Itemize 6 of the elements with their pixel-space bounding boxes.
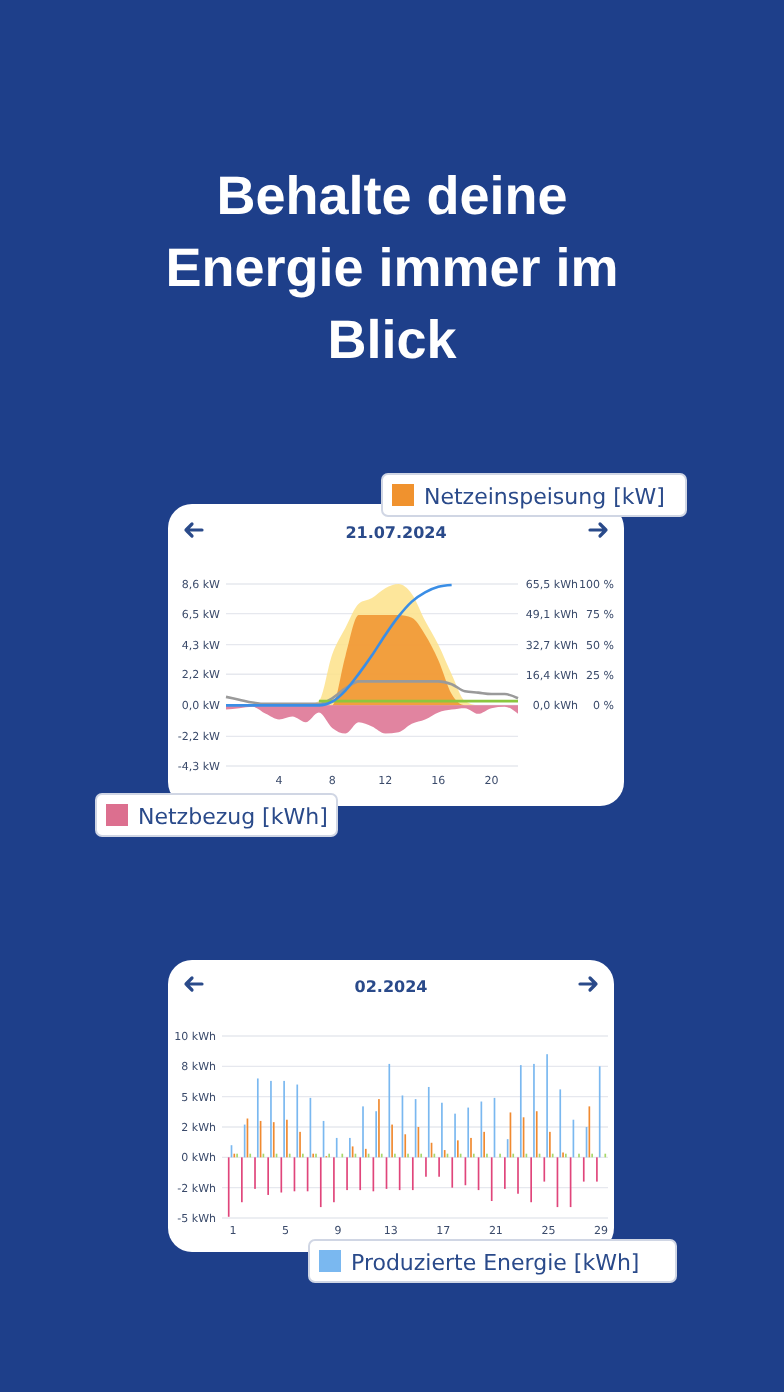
legend-label: Netzbezug [kWh] [138, 804, 328, 830]
legend-label: Netzeinspeisung [kW] [424, 484, 665, 510]
chart-title: 02.2024 [354, 978, 429, 996]
text: Behalte deine Energie immer im Blick [165, 166, 619, 370]
legend-label: Produzierte Energie [kWh] [351, 1250, 640, 1276]
chart-title: 21.07.2024 [345, 524, 448, 542]
